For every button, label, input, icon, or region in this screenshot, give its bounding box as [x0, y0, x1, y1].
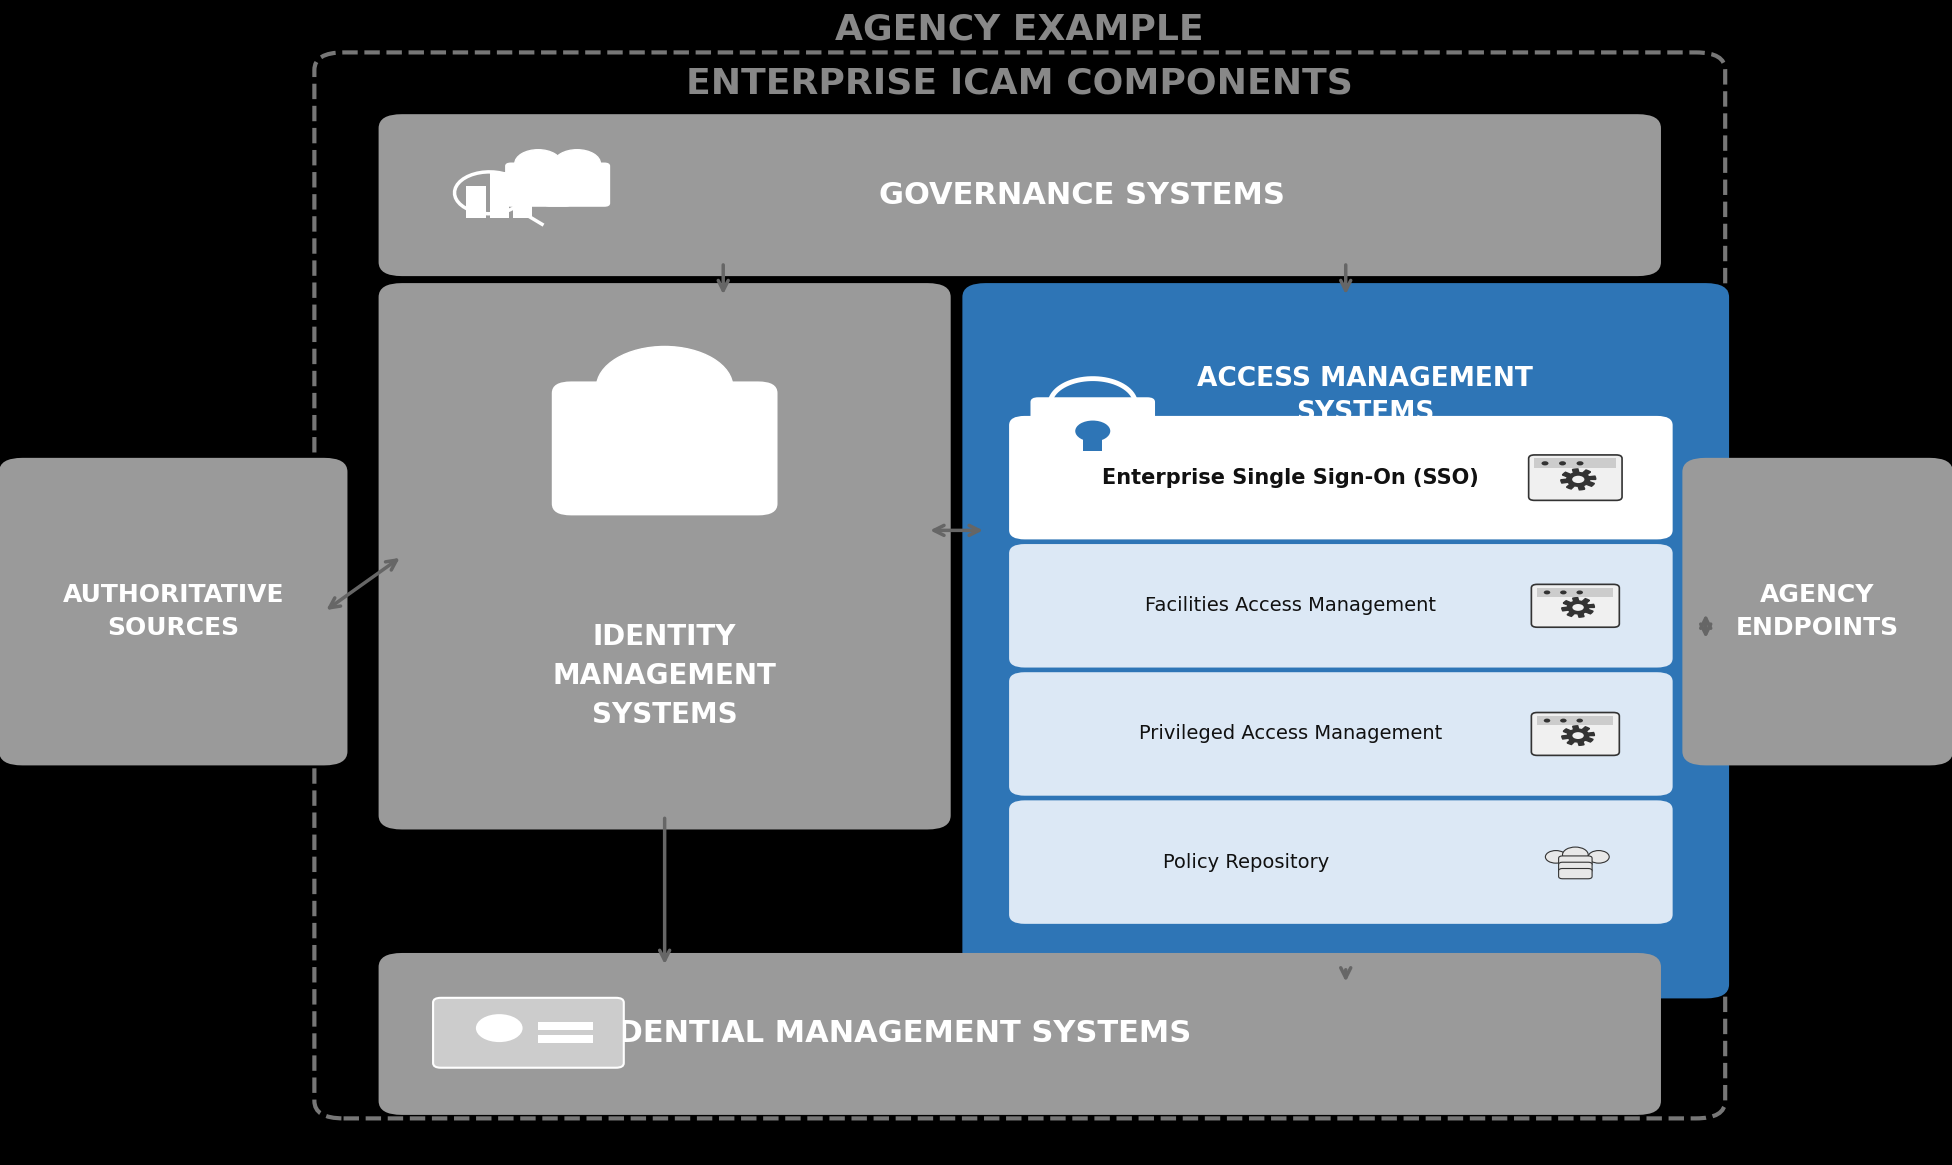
FancyBboxPatch shape: [1538, 716, 1614, 725]
Circle shape: [1571, 475, 1585, 483]
Circle shape: [1573, 603, 1583, 610]
FancyBboxPatch shape: [1532, 713, 1620, 755]
FancyBboxPatch shape: [1009, 544, 1673, 668]
FancyBboxPatch shape: [1558, 856, 1593, 867]
Circle shape: [597, 346, 732, 428]
Polygon shape: [1562, 598, 1595, 617]
Circle shape: [1577, 591, 1583, 594]
Text: AGENCY EXAMPLE: AGENCY EXAMPLE: [835, 12, 1204, 47]
Circle shape: [1560, 461, 1566, 465]
FancyBboxPatch shape: [513, 195, 533, 219]
FancyBboxPatch shape: [1083, 432, 1103, 451]
FancyBboxPatch shape: [1532, 585, 1620, 627]
FancyBboxPatch shape: [552, 381, 777, 515]
FancyBboxPatch shape: [490, 172, 509, 219]
FancyBboxPatch shape: [433, 997, 625, 1067]
Circle shape: [476, 1014, 523, 1042]
FancyBboxPatch shape: [379, 283, 951, 829]
FancyBboxPatch shape: [1009, 800, 1673, 924]
Text: ACCESS MANAGEMENT
SYSTEMS: ACCESS MANAGEMENT SYSTEMS: [1197, 366, 1532, 426]
Text: Facilities Access Management: Facilities Access Management: [1144, 596, 1437, 615]
Circle shape: [1560, 591, 1567, 594]
Circle shape: [1544, 591, 1550, 594]
Text: Enterprise Single Sign-On (SSO): Enterprise Single Sign-On (SSO): [1101, 467, 1480, 488]
FancyBboxPatch shape: [545, 162, 611, 207]
Circle shape: [1076, 421, 1111, 442]
FancyBboxPatch shape: [1009, 416, 1673, 539]
FancyBboxPatch shape: [1534, 459, 1616, 468]
FancyBboxPatch shape: [1538, 588, 1614, 596]
FancyBboxPatch shape: [0, 458, 347, 765]
Text: GOVERNANCE SYSTEMS: GOVERNANCE SYSTEMS: [878, 181, 1284, 210]
Text: Policy Repository: Policy Repository: [1163, 853, 1329, 871]
FancyBboxPatch shape: [1009, 672, 1673, 796]
Text: CREDENTIAL MANAGEMENT SYSTEMS: CREDENTIAL MANAGEMENT SYSTEMS: [550, 1019, 1191, 1048]
FancyBboxPatch shape: [1683, 458, 1952, 765]
Polygon shape: [1562, 726, 1595, 746]
Circle shape: [1577, 461, 1583, 465]
Text: ENTERPRISE ICAM COMPONENTS: ENTERPRISE ICAM COMPONENTS: [687, 66, 1353, 101]
Circle shape: [1573, 732, 1583, 739]
FancyBboxPatch shape: [1558, 862, 1593, 873]
Text: Privileged Access Management: Privileged Access Management: [1138, 725, 1443, 743]
FancyBboxPatch shape: [1558, 869, 1593, 878]
Circle shape: [1577, 719, 1583, 722]
FancyBboxPatch shape: [1031, 397, 1156, 459]
FancyBboxPatch shape: [379, 953, 1661, 1115]
Circle shape: [1542, 461, 1548, 465]
Circle shape: [1546, 850, 1566, 863]
Circle shape: [515, 150, 562, 178]
Text: AUTHORITATIVE
SOURCES: AUTHORITATIVE SOURCES: [62, 582, 285, 641]
Circle shape: [1562, 847, 1589, 862]
Circle shape: [554, 150, 601, 178]
FancyBboxPatch shape: [379, 114, 1661, 276]
Circle shape: [1589, 850, 1608, 863]
Polygon shape: [1562, 469, 1597, 489]
FancyBboxPatch shape: [539, 1023, 593, 1031]
FancyBboxPatch shape: [1528, 454, 1622, 500]
Text: IDENTITY
MANAGEMENT
SYSTEMS: IDENTITY MANAGEMENT SYSTEMS: [552, 622, 777, 728]
FancyBboxPatch shape: [962, 283, 1729, 998]
Circle shape: [1560, 719, 1567, 722]
FancyBboxPatch shape: [506, 162, 572, 207]
FancyBboxPatch shape: [467, 186, 486, 219]
FancyBboxPatch shape: [539, 1035, 593, 1044]
Circle shape: [1544, 719, 1550, 722]
Text: AGENCY
ENDPOINTS: AGENCY ENDPOINTS: [1735, 582, 1899, 641]
